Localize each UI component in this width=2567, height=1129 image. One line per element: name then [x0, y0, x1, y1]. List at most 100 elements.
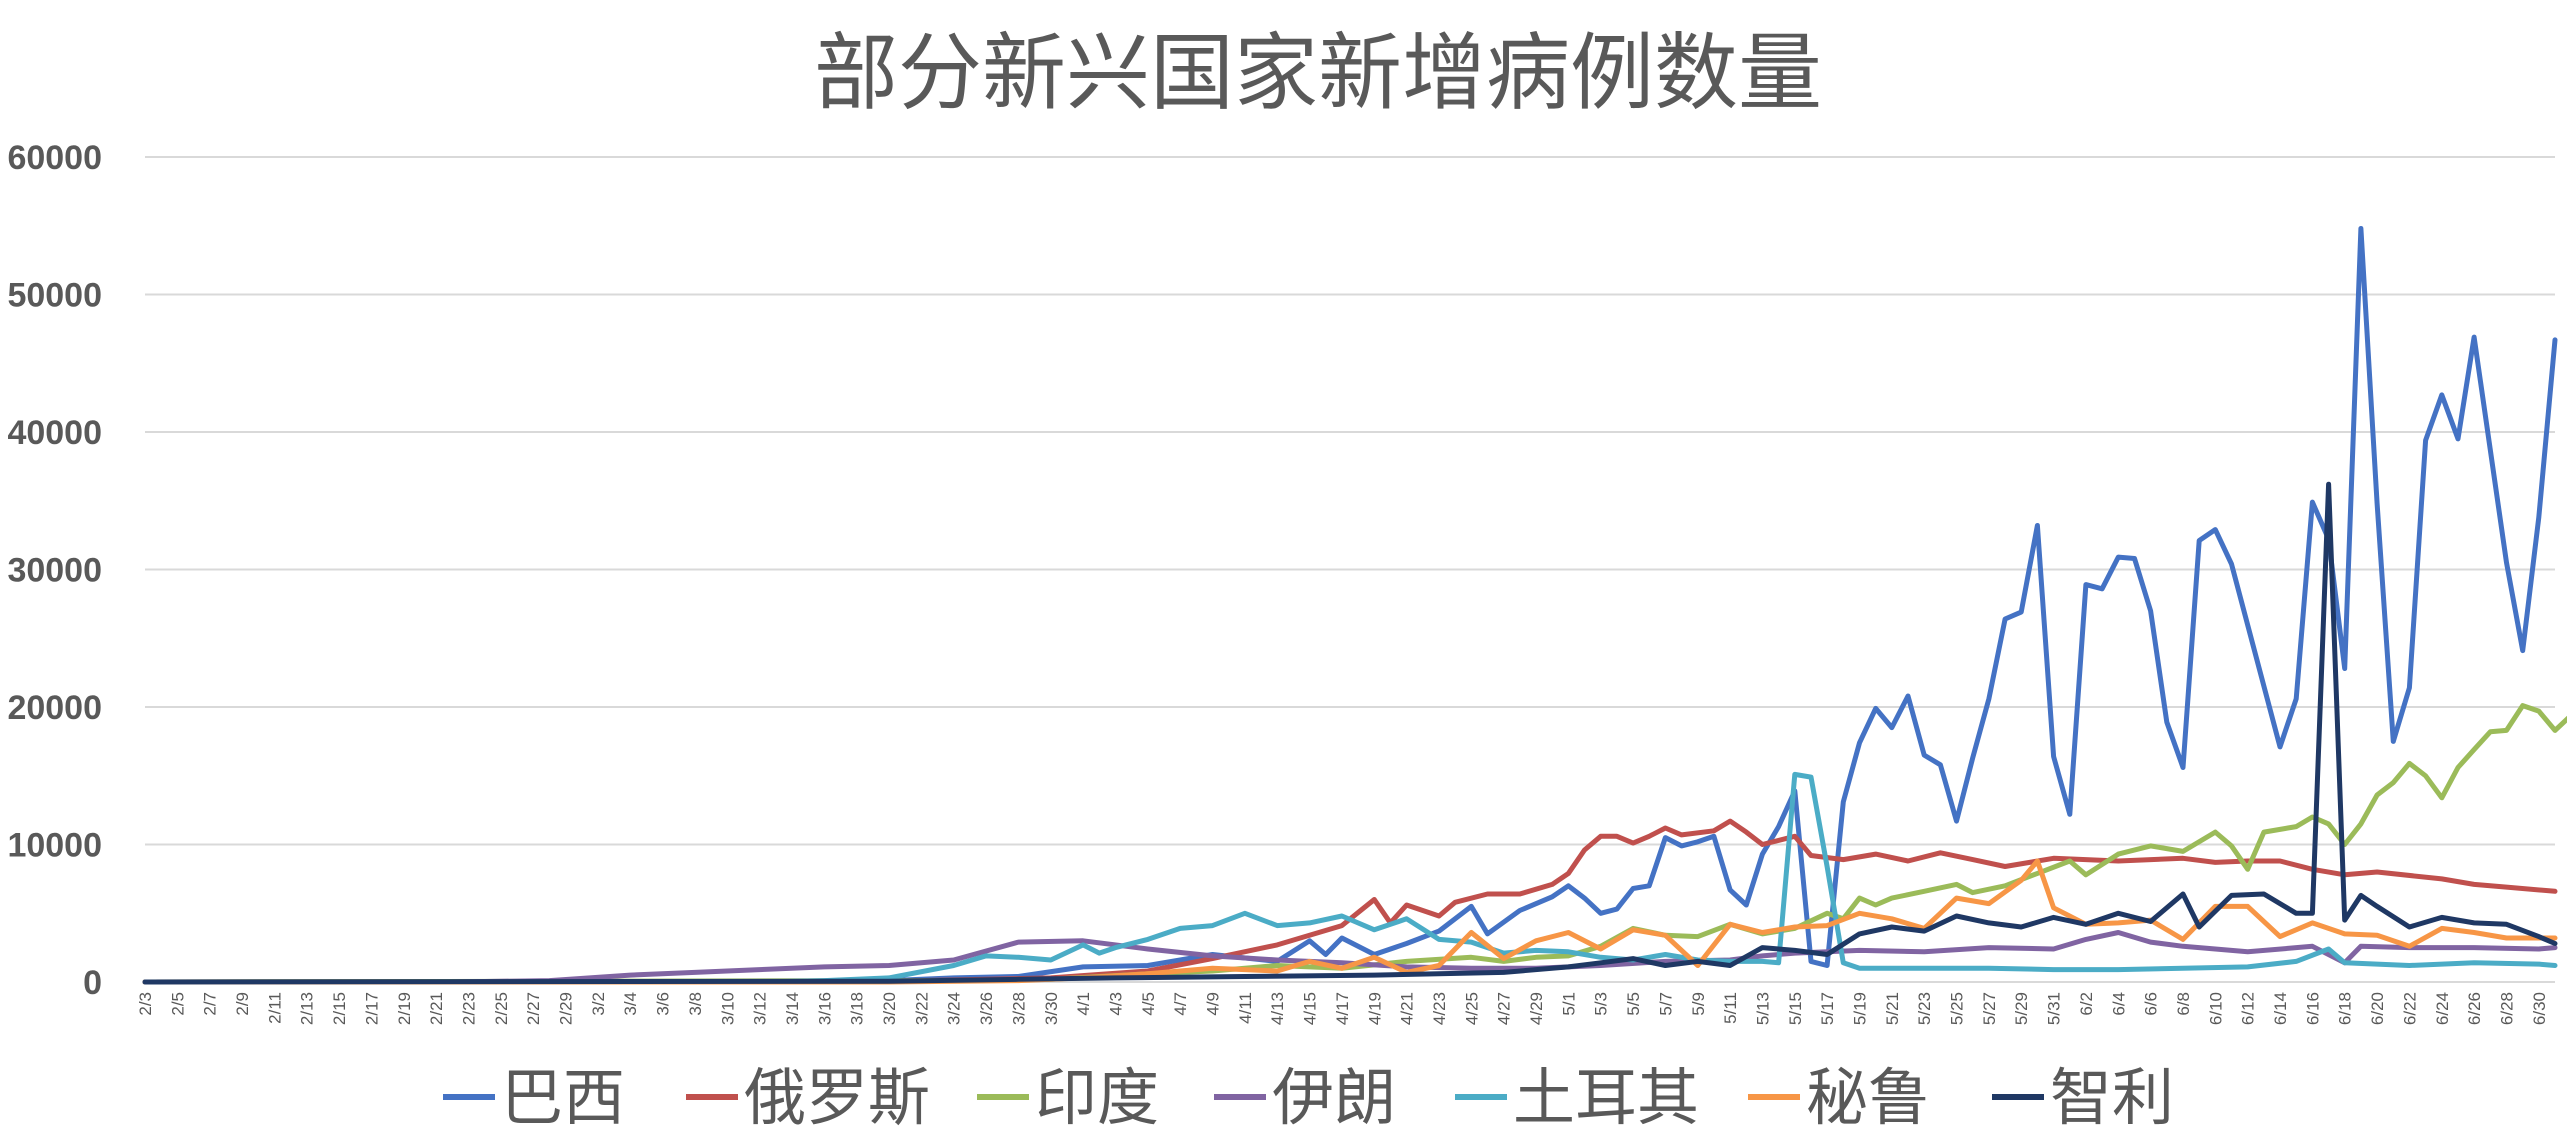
legend: 巴西 俄罗斯 印度 伊朗 土耳其 秘鲁 智利: [443, 1061, 2174, 1129]
x-tick-label: 6/14: [2271, 992, 2290, 1025]
x-tick-label: 2/7: [201, 992, 220, 1016]
x-tick-label: 2/29: [557, 992, 576, 1025]
x-tick-label: 5/27: [1980, 992, 1999, 1025]
x-tick-label: 4/15: [1301, 992, 1320, 1025]
x-tick-label: 2/25: [492, 992, 511, 1025]
y-tick-label: 30000: [7, 552, 102, 590]
x-tick-label: 6/18: [2336, 992, 2355, 1025]
x-tick-label: 2/13: [298, 992, 317, 1025]
x-tick-label: 4/9: [1204, 992, 1223, 1016]
x-tick-label: 5/21: [1883, 992, 1902, 1025]
x-axis-ticks: 2/3 2/5 2/7 2/9 2/11 2/13 2/15 2/17 2/19 2/21 2/23…: [136, 992, 2549, 1025]
x-tick-label: 3/28: [1009, 992, 1028, 1025]
x-tick-label: 4/7: [1171, 992, 1190, 1016]
x-tick-label: 6/4: [2109, 992, 2128, 1016]
x-tick-label: 5/5: [1624, 992, 1643, 1016]
x-tick-label: 3/14: [783, 992, 802, 1025]
x-tick-label: 5/3: [1592, 992, 1611, 1016]
x-tick-label: 4/25: [1462, 992, 1481, 1025]
x-tick-label: 2/11: [265, 992, 284, 1024]
y-tick-label: 50000: [7, 277, 102, 315]
x-tick-label: 2/17: [362, 992, 381, 1025]
x-tick-label: 4/29: [1527, 992, 1546, 1025]
x-tick-label: 6/24: [2433, 992, 2452, 1025]
y-axis-ticks: 0 10000 20000 30000 40000 50000 60000: [7, 139, 102, 1002]
series-line-7: [142, 481, 2558, 985]
x-tick-label: 3/18: [848, 992, 867, 1025]
x-tick-label: 3/30: [1042, 992, 1061, 1025]
x-tick-label: 4/21: [1398, 992, 1417, 1025]
x-tick-label: 5/31: [2045, 992, 2064, 1025]
x-tick-label: 4/5: [1139, 992, 1158, 1016]
legend-label: 秘鲁: [1806, 1061, 1930, 1129]
x-tick-label: 3/26: [977, 992, 996, 1025]
y-tick-label: 60000: [7, 139, 102, 177]
x-tick-label: 2/19: [395, 992, 414, 1025]
x-tick-label: 4/17: [1333, 992, 1352, 1025]
series-line-6: [142, 858, 2558, 985]
x-tick-label: 4/23: [1430, 992, 1449, 1025]
x-tick-label: 3/10: [718, 992, 737, 1025]
x-tick-label: 3/8: [686, 992, 705, 1016]
x-tick-label: 6/22: [2400, 992, 2419, 1025]
x-tick-label: 3/22: [912, 992, 931, 1025]
x-tick-label: 6/26: [2465, 992, 2484, 1025]
legend-label: 土耳其: [1513, 1061, 1699, 1129]
series-line-5: [142, 771, 2558, 985]
x-tick-label: 5/25: [1948, 992, 1967, 1025]
x-tick-label: 6/20: [2368, 992, 2387, 1025]
series-line-4: [142, 930, 2558, 985]
x-tick-label: 4/13: [1268, 992, 1287, 1025]
x-tick-label: 3/2: [589, 992, 608, 1016]
x-tick-label: 3/4: [621, 992, 640, 1016]
x-tick-label: 5/15: [1786, 992, 1805, 1025]
legend-label: 智利: [2050, 1061, 2174, 1129]
x-tick-label: 4/3: [1106, 992, 1125, 1016]
x-tick-label: 3/6: [654, 992, 673, 1016]
y-tick-label: 40000: [7, 414, 102, 452]
legend-label: 俄罗斯: [744, 1061, 930, 1129]
legend-label: 伊朗: [1272, 1061, 1396, 1129]
series-line-1: [142, 226, 2558, 985]
x-tick-label: 3/16: [815, 992, 834, 1025]
chart-title: 部分新兴国家新增病例数量: [814, 24, 1822, 122]
x-tick-label: 5/11: [1721, 992, 1740, 1024]
x-tick-label: 5/9: [1689, 992, 1708, 1016]
x-tick-label: 2/9: [233, 992, 252, 1016]
x-tick-label: 5/13: [1753, 992, 1772, 1025]
x-tick-label: 5/19: [1850, 992, 1869, 1025]
x-tick-label: 5/1: [1559, 992, 1578, 1016]
x-tick-label: 5/17: [1818, 992, 1837, 1025]
x-tick-label: 4/11: [1236, 992, 1255, 1024]
x-tick-label: 6/10: [2206, 992, 2225, 1025]
x-tick-label: 2/27: [524, 992, 543, 1025]
x-tick-label: 6/8: [2174, 992, 2193, 1016]
x-tick-label: 2/15: [330, 992, 349, 1025]
x-tick-label: 6/30: [2530, 992, 2549, 1025]
x-tick-label: 6/12: [2239, 992, 2258, 1025]
x-tick-label: 2/21: [427, 992, 446, 1025]
x-tick-label: 4/27: [1495, 992, 1514, 1025]
series-lines: [142, 226, 2567, 985]
x-tick-label: 3/20: [880, 992, 899, 1025]
x-tick-label: 5/29: [2012, 992, 2031, 1025]
x-tick-label: 6/28: [2497, 992, 2516, 1025]
gridlines: [145, 156, 2555, 983]
x-tick-label: 5/7: [1656, 992, 1675, 1016]
legend-label: 印度: [1035, 1061, 1159, 1129]
x-tick-label: 6/16: [2303, 992, 2322, 1025]
x-tick-label: 4/19: [1365, 992, 1384, 1025]
x-tick-label: 3/24: [945, 992, 964, 1025]
x-tick-label: 3/12: [751, 992, 770, 1025]
x-tick-label: 6/6: [2142, 992, 2161, 1016]
legend-label: 巴西: [501, 1061, 625, 1129]
x-tick-label: 2/5: [168, 992, 187, 1016]
x-tick-label: 5/23: [1915, 992, 1934, 1025]
x-tick-label: 4/1: [1074, 992, 1093, 1016]
y-tick-label: 10000: [7, 827, 102, 865]
y-tick-label: 0: [83, 964, 102, 1002]
x-tick-label: 2/23: [459, 992, 478, 1025]
y-tick-label: 20000: [7, 689, 102, 727]
x-tick-label: 6/2: [2077, 992, 2096, 1016]
